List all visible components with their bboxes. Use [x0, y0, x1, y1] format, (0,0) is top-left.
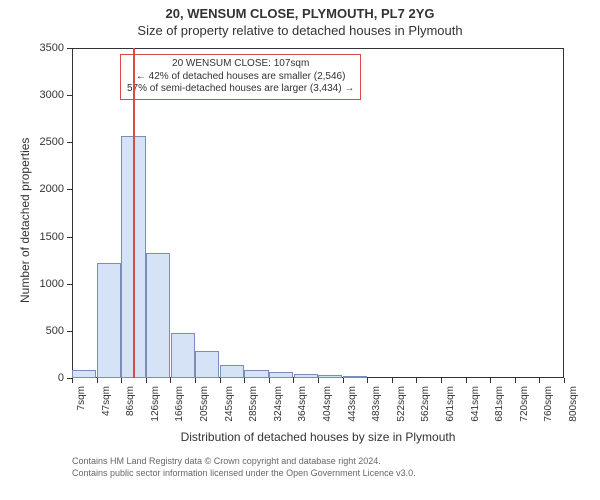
y-tick-label: 3500 [0, 42, 64, 54]
annotation-line: ← 42% of detached houses are smaller (2,… [127, 71, 354, 84]
y-tick-label: 1500 [0, 231, 64, 243]
y-tick [67, 95, 72, 96]
footer-line: Contains public sector information licen… [72, 468, 416, 480]
x-tick [170, 378, 171, 383]
x-tick [466, 378, 467, 383]
x-tick [146, 378, 147, 383]
x-tick-label: 641sqm [470, 386, 481, 436]
marker-annotation: 20 WENSUM CLOSE: 107sqm ← 42% of detache… [120, 54, 361, 100]
x-tick-label: 760sqm [543, 386, 554, 436]
x-tick-label: 601sqm [445, 386, 456, 436]
x-tick [195, 378, 196, 383]
histogram-bar [195, 351, 219, 378]
x-tick-label: 47sqm [101, 386, 112, 436]
y-tick-label: 2000 [0, 183, 64, 195]
x-tick [392, 378, 393, 383]
histogram-bar [294, 374, 318, 378]
x-tick-label: 364sqm [297, 386, 308, 436]
x-tick-label: 562sqm [420, 386, 431, 436]
histogram-bar [269, 372, 293, 378]
x-tick-label: 443sqm [347, 386, 358, 436]
histogram-bar [97, 263, 121, 378]
x-tick-label: 205sqm [199, 386, 210, 436]
y-tick [67, 189, 72, 190]
x-tick-label: 324sqm [273, 386, 284, 436]
x-tick-label: 86sqm [125, 386, 136, 436]
x-tick-label: 285sqm [248, 386, 259, 436]
x-tick [515, 378, 516, 383]
x-tick [121, 378, 122, 383]
x-tick [490, 378, 491, 383]
histogram-bar [244, 370, 268, 378]
x-tick-label: 126sqm [150, 386, 161, 436]
footer: Contains HM Land Registry data © Crown c… [72, 456, 416, 479]
annotation-line: 57% of semi-detached houses are larger (… [127, 83, 354, 96]
y-tick-label: 500 [0, 325, 64, 337]
x-tick-label: 522sqm [396, 386, 407, 436]
histogram-bar [146, 253, 170, 378]
y-tick-label: 0 [0, 372, 64, 384]
x-tick [97, 378, 98, 383]
property-marker-line [133, 48, 135, 378]
y-tick [67, 142, 72, 143]
y-tick [67, 48, 72, 49]
x-tick [72, 378, 73, 383]
x-tick [293, 378, 294, 383]
page-subtitle: Size of property relative to detached ho… [0, 23, 600, 38]
y-tick [67, 331, 72, 332]
x-tick [244, 378, 245, 383]
x-tick [220, 378, 221, 383]
footer-line: Contains HM Land Registry data © Crown c… [72, 456, 416, 468]
x-tick [564, 378, 565, 383]
histogram-bar [72, 370, 96, 378]
x-tick-label: 720sqm [519, 386, 530, 436]
histogram-bar [343, 376, 367, 378]
y-tick [67, 284, 72, 285]
x-tick-label: 800sqm [568, 386, 579, 436]
x-tick-label: 245sqm [224, 386, 235, 436]
x-tick-label: 166sqm [174, 386, 185, 436]
x-tick [441, 378, 442, 383]
x-tick [539, 378, 540, 383]
x-tick [343, 378, 344, 383]
y-tick-label: 2500 [0, 136, 64, 148]
y-tick-label: 3000 [0, 89, 64, 101]
histogram-bar [220, 365, 244, 378]
x-tick-label: 483sqm [371, 386, 382, 436]
x-tick-label: 681sqm [494, 386, 505, 436]
histogram-bar [171, 333, 195, 378]
x-tick [367, 378, 368, 383]
x-tick [269, 378, 270, 383]
histogram-bar [318, 375, 342, 378]
y-tick [67, 237, 72, 238]
x-tick [318, 378, 319, 383]
page-title: 20, WENSUM CLOSE, PLYMOUTH, PL7 2YG [0, 6, 600, 21]
x-tick-label: 404sqm [322, 386, 333, 436]
x-tick-label: 7sqm [76, 386, 87, 436]
x-axis-label: Distribution of detached houses by size … [72, 430, 564, 444]
y-tick-label: 1000 [0, 278, 64, 290]
x-tick [416, 378, 417, 383]
annotation-line: 20 WENSUM CLOSE: 107sqm [127, 58, 354, 71]
chart-container: 20, WENSUM CLOSE, PLYMOUTH, PL7 2YG Size… [0, 0, 600, 500]
